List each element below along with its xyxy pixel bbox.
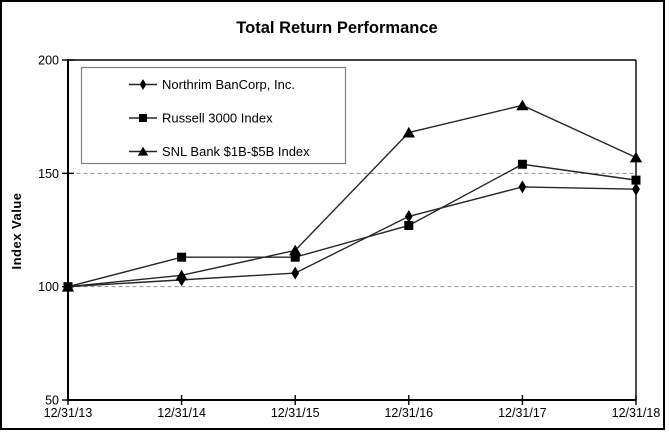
x-tick-label: 12/31/14 xyxy=(157,406,206,420)
legend-marker-diamond-icon xyxy=(139,79,147,90)
legend-label: Russell 3000 Index xyxy=(162,111,273,126)
legend-marker-triangle-icon xyxy=(137,146,149,156)
series-marker-triangle-icon xyxy=(629,151,643,163)
series-marker-diamond-icon xyxy=(291,266,300,280)
series-line-3 xyxy=(67,104,637,288)
series-marker-triangle-icon xyxy=(175,269,188,281)
series-marker-triangle-icon xyxy=(516,99,529,111)
plot-area: 50 100 150 200 12/31/13 12/31/14 12/31/15 12/31… xyxy=(38,54,660,421)
series-line-2 xyxy=(67,163,637,288)
legend-box xyxy=(80,66,347,165)
y-tick-label: 200 xyxy=(38,54,59,68)
series-marker-square-icon xyxy=(290,252,300,262)
legend-label: SNL Bank $1B-$5B Index xyxy=(162,144,310,159)
y-tick-label: 150 xyxy=(38,167,59,181)
series-marker-triangle-icon xyxy=(402,126,415,138)
series-marker-triangle-icon xyxy=(289,244,302,256)
x-tick-label: 12/31/15 xyxy=(271,406,320,420)
legend-marker-square-icon xyxy=(139,114,147,122)
series-marker-diamond-icon xyxy=(518,180,527,194)
x-tick-label: 12/31/13 xyxy=(44,406,93,420)
legend-label: Northrim BanCorp, Inc. xyxy=(162,77,295,92)
series-marker-triangle-icon xyxy=(61,280,75,292)
series-marker-square-icon xyxy=(177,252,187,262)
series-marker-diamond-icon xyxy=(404,210,413,223)
x-tick-label: 12/31/17 xyxy=(498,406,547,420)
series-line-1 xyxy=(67,186,637,288)
series-marker-square-icon xyxy=(631,175,641,185)
y-tick-label: 100 xyxy=(38,280,59,294)
series-marker-diamond-icon xyxy=(632,182,640,196)
x-tick-label: 12/31/18 xyxy=(612,406,661,420)
x-tick-label: 12/31/16 xyxy=(384,406,433,420)
series-marker-square-icon xyxy=(404,220,414,230)
y-axis-title: Index Value xyxy=(9,192,24,269)
series-marker-square-icon xyxy=(517,159,527,169)
y-tick-label: 50 xyxy=(45,394,59,408)
chart-title: Total Return Performance xyxy=(236,19,437,37)
